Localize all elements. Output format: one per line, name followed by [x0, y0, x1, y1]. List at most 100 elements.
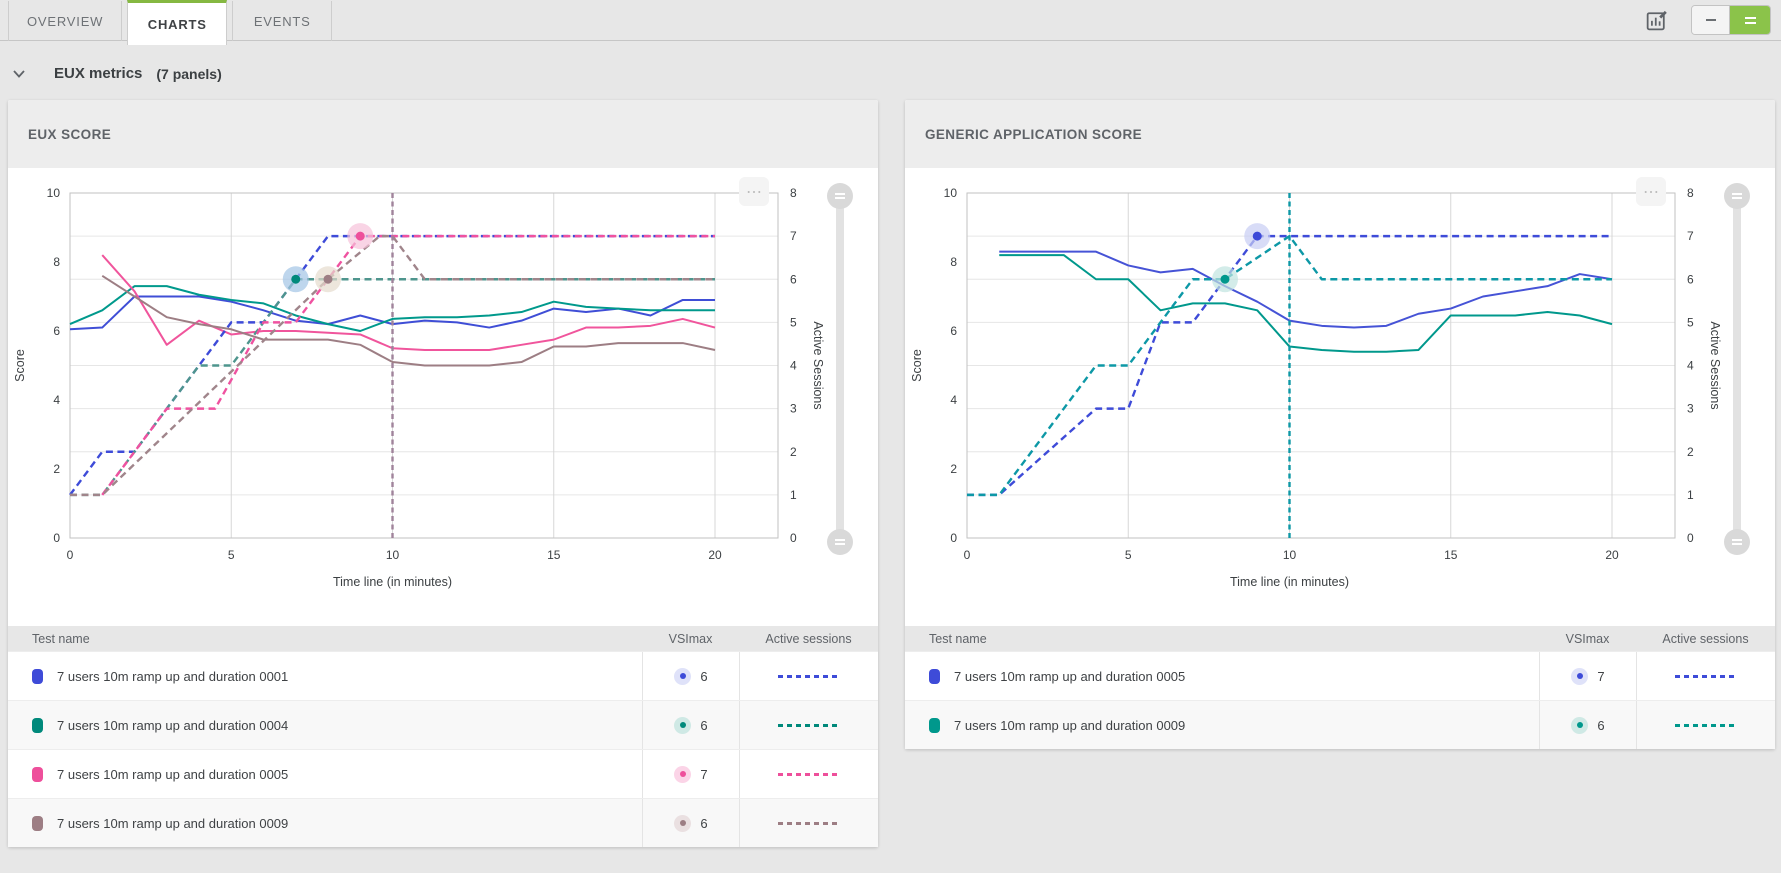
top-bar: OVERVIEW CHARTS EVENTS: [0, 0, 1781, 45]
active-sessions-line: [69, 234, 715, 496]
generic-application-score-chart: 0 2 4 6 8 10 0 1 2 3 4 5 6 7 8 0 5 10 15 20 Score Active Sess…: [910, 186, 1722, 589]
tab-charts[interactable]: CHARTS: [127, 0, 228, 45]
gridlines: [966, 192, 1676, 539]
vsimax-marker-dot: [291, 274, 301, 284]
axis-labels: Score Active Sessions Time line (in minute…: [910, 321, 1722, 589]
svg-text:5: 5: [228, 548, 235, 562]
svg-text:2: 2: [790, 445, 797, 459]
axis-ticks: 0 2 4 6 8 10 0 1 2 3 4 5 6 7 8 0 5 10 15 20: [47, 186, 797, 562]
vsimax-marker-icon: [674, 814, 692, 832]
panel-generic-application-score: GENERIC APPLICATION SCORE 0 2 4 6 8 10 0 1 2 3 4 5 6…: [905, 100, 1775, 749]
series: [967, 234, 1613, 497]
svg-text:4: 4: [950, 393, 957, 407]
vsimax-markers: [282, 223, 374, 293]
svg-text:1: 1: [790, 488, 797, 502]
toolbar: [1643, 5, 1771, 35]
dashed-line-sample: [1675, 723, 1737, 727]
active-sessions-line: [70, 234, 715, 497]
test-name-cell: 7 users 10m ramp up and duration 0004: [8, 701, 642, 749]
vsimax-value: 7: [1597, 668, 1605, 684]
series-table: Test name VSImax Active sessions 7 users…: [905, 626, 1775, 749]
series-color-swatch: [32, 766, 43, 782]
slider-track[interactable]: [1733, 193, 1741, 545]
svg-text:3: 3: [1687, 402, 1694, 416]
vsimax-cell: 7: [642, 750, 739, 798]
slider-handle-top[interactable]: [827, 183, 853, 209]
svg-text:5: 5: [1687, 315, 1694, 329]
chevron-down-icon[interactable]: [12, 66, 38, 82]
table-row[interactable]: 7 users 10m ramp up and duration 0009 6: [905, 700, 1775, 749]
svg-text:Score: Score: [13, 349, 27, 382]
dashed-line-sample: [778, 821, 840, 825]
vsimax-marker-dot: [1220, 274, 1230, 284]
vsimax-marker-icon: [674, 667, 692, 685]
table-rows: 7 users 10m ramp up and duration 0005 7 7 …: [905, 651, 1775, 749]
test-name-cell: 7 users 10m ramp up and duration 0009: [8, 799, 642, 847]
series-color-swatch: [32, 717, 43, 733]
vsimax-cell: 6: [1539, 701, 1636, 749]
chart-area: 0 2 4 6 8 10 0 1 2 3 4 5 6 7 8 0 5 10 15 20 Score Active Sess…: [905, 168, 1775, 626]
slider-track[interactable]: [836, 193, 844, 545]
svg-text:Time line (in minutes): Time line (in minutes): [1230, 575, 1349, 589]
active-sessions-line: [101, 234, 715, 496]
svg-text:0: 0: [790, 531, 797, 545]
svg-text:Active Sessions: Active Sessions: [1708, 321, 1722, 409]
tab-strip: OVERVIEW CHARTS EVENTS: [0, 0, 1781, 45]
vsimax-marker-dot: [1252, 231, 1262, 241]
chart-area: 0 2 4 6 8 10 0 1 2 3 4 5 6 7 8 0 5 10 15 20 Score Active Sess…: [8, 168, 878, 626]
active-sessions-line: [967, 234, 1612, 497]
panel-size-toggle: [1691, 5, 1771, 35]
active-sessions-cell: [1636, 652, 1775, 700]
svg-text:1: 1: [1687, 488, 1694, 502]
svg-text:6: 6: [790, 272, 797, 286]
svg-text:8: 8: [790, 186, 797, 200]
col-test-name: Test name: [929, 631, 987, 646]
slider-handle-top[interactable]: [1724, 183, 1750, 209]
chart-edit-icon[interactable]: [1643, 7, 1669, 33]
active-sessions-line: [967, 234, 1612, 497]
svg-text:8: 8: [1687, 186, 1694, 200]
chart-menu-icon[interactable]: ⋯: [1636, 177, 1666, 206]
svg-text:2: 2: [53, 462, 60, 476]
table-row[interactable]: 7 users 10m ramp up and duration 0009 6: [8, 798, 878, 847]
vsimax-marker-dot: [355, 231, 365, 241]
slider-handle-bottom[interactable]: [1724, 529, 1750, 555]
dashed-line-sample: [778, 674, 840, 678]
eux-metrics-section-header: EUX metrics (7 panels): [0, 41, 1781, 100]
slider-handle-bottom[interactable]: [827, 529, 853, 555]
axis-ticks: 0 2 4 6 8 10 0 1 2 3 4 5 6 7 8 0 5 10 15 20: [944, 186, 1694, 562]
score-line: [101, 274, 716, 367]
panel-title: GENERIC APPLICATION SCORE: [905, 100, 1775, 168]
active-sessions-cell: [739, 750, 878, 798]
test-name: 7 users 10m ramp up and duration 0009: [954, 717, 1186, 733]
svg-text:5: 5: [790, 315, 797, 329]
table-row[interactable]: 7 users 10m ramp up and duration 0004 6: [8, 700, 878, 749]
chart-menu-icon[interactable]: ⋯: [739, 177, 769, 206]
svg-text:15: 15: [1444, 548, 1458, 562]
panel-eux-score: EUX SCORE 0 2 4 6 8 10 0 1 2 3 4 5 6 7 8 0 5 10 15 20 Score A…: [8, 100, 878, 847]
vsimax-value: 6: [700, 668, 708, 684]
svg-text:5: 5: [1125, 548, 1132, 562]
svg-text:4: 4: [53, 393, 60, 407]
tab-events[interactable]: EVENTS: [232, 1, 333, 41]
table-row[interactable]: 7 users 10m ramp up and duration 0001 6: [8, 651, 878, 700]
svg-text:0: 0: [67, 548, 74, 562]
vsimax-marker-icon: [1571, 667, 1589, 685]
compact-view-button[interactable]: [1692, 6, 1730, 34]
vsimax-cell: 6: [642, 652, 739, 700]
col-vsimax: VSImax: [668, 631, 713, 646]
sessions-range-slider: [1724, 183, 1750, 555]
svg-text:2: 2: [950, 462, 957, 476]
test-name: 7 users 10m ramp up and duration 0005: [954, 668, 1186, 684]
svg-text:0: 0: [53, 531, 60, 545]
table-row[interactable]: 7 users 10m ramp up and duration 0005 7: [905, 651, 1775, 700]
col-test-name: Test name: [32, 631, 90, 646]
section-title: EUX metrics: [54, 65, 143, 82]
table-row[interactable]: 7 users 10m ramp up and duration 0005 7: [8, 749, 878, 798]
svg-text:10: 10: [47, 186, 61, 200]
svg-text:7: 7: [1687, 229, 1694, 243]
dashed-line-sample: [778, 772, 840, 776]
tab-overview[interactable]: OVERVIEW: [8, 1, 123, 41]
svg-text:6: 6: [950, 324, 957, 338]
expanded-view-button[interactable]: [1730, 6, 1770, 34]
